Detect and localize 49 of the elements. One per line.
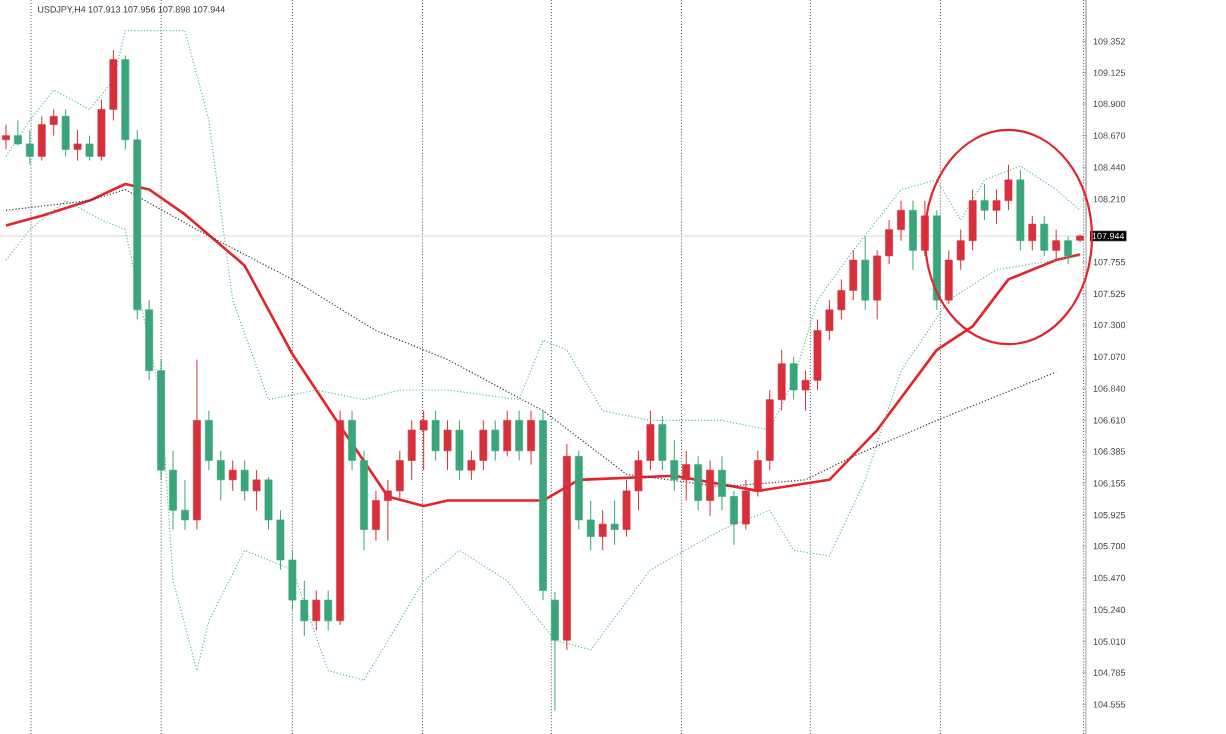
candlestick — [443, 419, 452, 471]
candlestick — [789, 356, 798, 401]
candlestick — [610, 500, 619, 546]
candlestick — [551, 591, 559, 712]
candlestick — [515, 410, 524, 461]
candlestick — [216, 450, 225, 502]
candlestick — [861, 236, 870, 311]
candlestick — [14, 119, 22, 146]
candlestick — [252, 469, 261, 511]
candlestick — [73, 129, 82, 162]
candlestick — [753, 450, 762, 497]
candlestick — [2, 124, 10, 150]
candlestick — [980, 183, 989, 221]
candlestick — [694, 455, 703, 511]
candlestick — [1040, 215, 1049, 257]
candlestick — [730, 490, 738, 546]
candlestick — [491, 419, 500, 461]
candlestick — [682, 450, 691, 502]
candlestick — [181, 479, 189, 531]
candlestick — [527, 410, 535, 466]
line-series — [5, 200, 1081, 681]
candlestick — [431, 410, 440, 461]
candlestick — [503, 410, 512, 457]
candlestick — [598, 509, 607, 551]
candlestick — [742, 479, 750, 531]
candlestick — [897, 200, 905, 242]
candlestick — [204, 410, 213, 471]
candlestick — [1028, 215, 1037, 251]
candlestick — [1052, 229, 1061, 261]
candlestick — [169, 450, 177, 531]
candlestick — [873, 249, 882, 320]
candlestick — [312, 589, 321, 632]
candlestick — [1064, 236, 1072, 265]
candlestick — [240, 459, 249, 502]
candlestick — [455, 419, 464, 481]
candlestick — [61, 108, 70, 157]
candlestick — [586, 500, 595, 551]
candlestick — [324, 589, 333, 632]
candlestick — [383, 479, 392, 542]
candlestick — [706, 459, 714, 517]
candlestick — [909, 200, 917, 271]
candlestick — [85, 135, 94, 162]
candlestick — [25, 129, 34, 166]
candlestick — [372, 490, 380, 542]
candlestick — [885, 219, 893, 265]
candlestick — [228, 459, 237, 492]
candlestick — [718, 455, 726, 511]
candlestick — [348, 410, 356, 471]
line-series — [5, 29, 1081, 431]
